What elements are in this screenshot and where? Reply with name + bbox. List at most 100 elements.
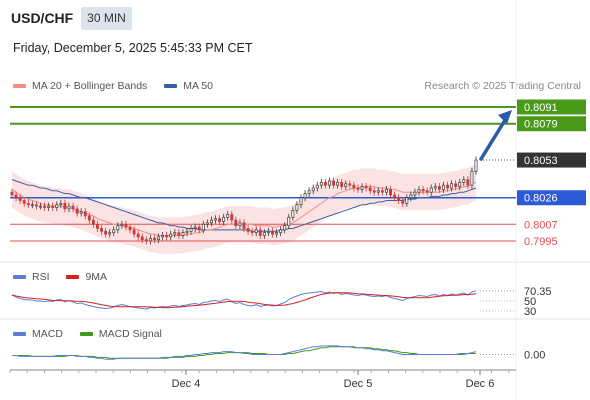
candle-body bbox=[470, 170, 474, 186]
ma20-swatch bbox=[13, 84, 26, 89]
candle-body bbox=[226, 214, 230, 218]
candle bbox=[177, 229, 181, 239]
timeframe-button[interactable]: 30 MIN bbox=[81, 7, 132, 30]
candle-body bbox=[417, 189, 421, 193]
candle bbox=[116, 222, 120, 234]
candle bbox=[287, 213, 291, 230]
candle bbox=[417, 185, 421, 196]
candle bbox=[454, 180, 458, 191]
price-labels: 0.8091 0.8079 0.8053 0.8026 0.8007 0.7995 bbox=[517, 99, 586, 248]
candle-body bbox=[87, 215, 91, 221]
candle-body bbox=[161, 235, 165, 238]
price-tag-pivot-3 bbox=[517, 190, 586, 206]
candle-body bbox=[397, 197, 401, 201]
legend-label-macd-signal: MACD Signal bbox=[98, 328, 162, 340]
candle bbox=[226, 211, 230, 221]
candle-body bbox=[128, 226, 132, 231]
candle bbox=[242, 219, 246, 232]
candle bbox=[173, 229, 177, 238]
candle-body bbox=[108, 232, 112, 235]
price-label-support-4: 0.8007 bbox=[524, 219, 558, 231]
candle bbox=[96, 220, 99, 232]
candle-body bbox=[136, 233, 140, 238]
candle-body bbox=[352, 184, 356, 189]
candle bbox=[234, 216, 238, 230]
candle-body bbox=[63, 202, 67, 210]
candle-body bbox=[173, 232, 177, 235]
candle bbox=[299, 194, 303, 209]
candle bbox=[364, 183, 368, 192]
candle-body bbox=[214, 218, 217, 221]
candle-body bbox=[124, 223, 128, 228]
candle bbox=[144, 236, 148, 245]
candle-body bbox=[96, 223, 99, 229]
candle bbox=[262, 229, 266, 239]
candle bbox=[238, 219, 242, 230]
candle-body bbox=[441, 184, 445, 190]
forecast-arrow-head bbox=[498, 109, 512, 124]
candle-body bbox=[197, 226, 201, 231]
candle-body bbox=[22, 200, 26, 204]
candle-body bbox=[385, 189, 388, 193]
candle bbox=[348, 180, 352, 189]
legend-item-rsi: RSI bbox=[13, 271, 50, 283]
candle-body bbox=[458, 182, 462, 187]
candle bbox=[55, 201, 59, 212]
candle bbox=[405, 194, 409, 207]
price-tag-resistance-0 bbox=[517, 99, 586, 115]
candle bbox=[368, 184, 372, 195]
candle-body bbox=[67, 205, 71, 210]
legend-item-macd: MACD bbox=[13, 328, 63, 340]
candle bbox=[340, 178, 344, 191]
candle bbox=[63, 199, 67, 213]
macd-panel: 0.00 bbox=[12, 345, 545, 362]
candle bbox=[132, 226, 136, 238]
candle-body bbox=[474, 159, 478, 172]
candle bbox=[22, 197, 26, 207]
candle-body bbox=[315, 184, 319, 189]
macd-signal-swatch bbox=[79, 332, 93, 337]
macd-line bbox=[12, 345, 477, 360]
candle bbox=[165, 231, 169, 241]
candle bbox=[397, 194, 401, 205]
candle-body bbox=[271, 230, 274, 235]
x-tick-label-0: Dec 4 bbox=[172, 378, 201, 390]
legend-item-ma50: MA 50 bbox=[164, 80, 213, 92]
candle bbox=[205, 219, 209, 228]
candle-body bbox=[303, 193, 307, 199]
9ma-swatch bbox=[66, 275, 80, 280]
candle bbox=[18, 194, 22, 205]
research-credit: Research © 2025 Trading Central bbox=[424, 80, 581, 92]
candle bbox=[393, 191, 397, 202]
candle bbox=[450, 180, 454, 192]
candle-body bbox=[10, 191, 14, 196]
candle bbox=[104, 227, 108, 238]
candle-body bbox=[242, 222, 246, 229]
rsi-level-label-50: 50 bbox=[524, 296, 536, 308]
candle-body bbox=[319, 182, 323, 186]
candle bbox=[401, 197, 405, 207]
candle bbox=[79, 208, 83, 217]
candle bbox=[421, 185, 425, 195]
legend-item-macd-signal: MACD Signal bbox=[79, 328, 162, 340]
candle bbox=[323, 178, 327, 189]
candle-body bbox=[364, 186, 368, 189]
candle bbox=[356, 184, 360, 193]
candle-body bbox=[323, 182, 327, 186]
candle bbox=[75, 205, 79, 217]
candle-body bbox=[429, 187, 433, 193]
candle bbox=[157, 233, 160, 244]
candle-body bbox=[311, 187, 315, 192]
candle-body bbox=[283, 225, 287, 231]
symbol-title: USD/CHF bbox=[11, 10, 74, 26]
candle-body bbox=[356, 187, 360, 190]
candle bbox=[201, 220, 205, 234]
candle-body bbox=[238, 222, 242, 227]
candle bbox=[254, 226, 258, 237]
candle-body bbox=[295, 204, 299, 211]
candle bbox=[161, 231, 165, 241]
candle-body bbox=[405, 197, 409, 204]
candle bbox=[295, 201, 299, 214]
